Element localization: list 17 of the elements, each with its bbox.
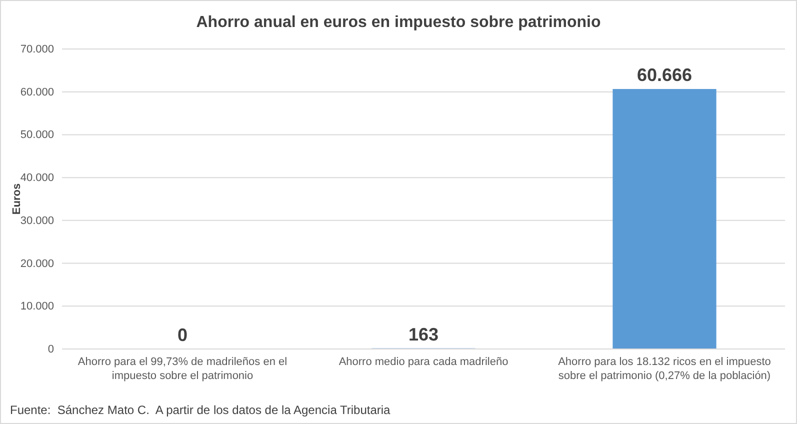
x-tick-label: Ahorro medio para cada madrileño <box>338 356 508 368</box>
y-tick-label: 60.000 <box>20 86 54 98</box>
y-tick-label: 30.000 <box>20 214 54 227</box>
source-note: Fuente: Sánchez Mato C. A partir de los datos de la Agencia Tributaria <box>10 403 391 417</box>
x-tick-label: Ahorro para el 99,73% de madrileños en el impuesto sobre el patrimonio <box>78 356 288 382</box>
chart-title: Ahorro anual en euros en impuesto sobre patrimonio <box>196 14 601 31</box>
data-label: 0 <box>177 325 188 345</box>
data-label: 60.666 <box>636 65 692 86</box>
y-tick-label: 70.000 <box>20 44 54 56</box>
x-tick-label: Ahorro para los 18.132 ricos en el impuesto sobre el patrimonio (0,27% de la población) <box>558 356 771 382</box>
y-tick-label: 40.000 <box>20 172 54 184</box>
y-tick-label: 0 <box>48 344 54 356</box>
y-tick-label: 20.000 <box>20 258 54 270</box>
data-label: 163 <box>408 324 439 344</box>
y-axis-title: Euros <box>11 183 23 215</box>
y-tick-label: 10.000 <box>20 300 54 313</box>
y-tick-label: 50.000 <box>20 129 54 142</box>
